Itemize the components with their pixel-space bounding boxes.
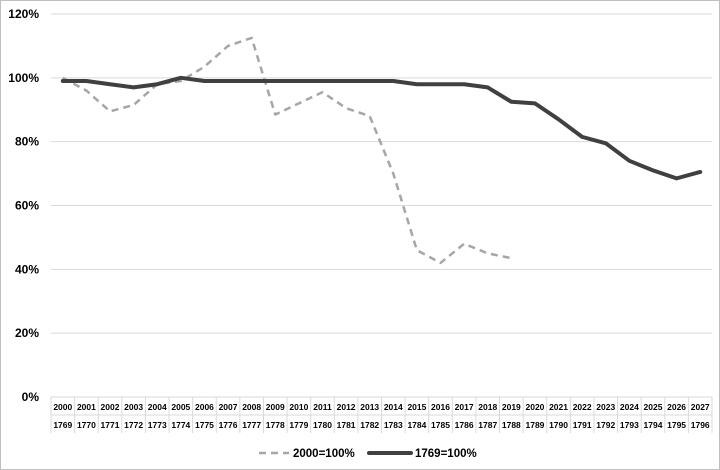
x-tick-label-top: 2016 — [431, 402, 450, 412]
x-tick-label-bottom: 1776 — [219, 420, 238, 430]
y-tick-label: 20% — [15, 326, 39, 340]
x-tick-label-bottom: 1781 — [337, 420, 356, 430]
x-tick-label-top: 2009 — [266, 402, 285, 412]
x-tick-label-bottom: 1788 — [502, 420, 521, 430]
x-tick-label-top: 2001 — [77, 402, 96, 412]
legend-label-0: 2000=100% — [293, 448, 355, 460]
y-tick-label: 40% — [15, 262, 39, 276]
x-tick-label-top: 2013 — [360, 402, 379, 412]
x-tick-label-bottom: 1790 — [549, 420, 568, 430]
x-tick-label-top: 2018 — [478, 402, 497, 412]
x-tick-label-top: 2010 — [289, 402, 308, 412]
x-tick-label-top: 2020 — [525, 402, 544, 412]
x-tick-label-bottom: 1789 — [525, 420, 544, 430]
x-tick-label-bottom: 1780 — [313, 420, 332, 430]
legend-label-1: 1769=100% — [415, 448, 477, 460]
x-tick-label-bottom: 1792 — [596, 420, 615, 430]
x-tick-label-bottom: 1775 — [195, 420, 214, 430]
series-line-0 — [62, 36, 512, 265]
x-tick-label-top: 2004 — [148, 402, 167, 412]
x-tick-label-top: 2024 — [620, 402, 639, 412]
x-tick-label-top: 2008 — [242, 402, 261, 412]
x-tick-label-top: 2014 — [384, 402, 403, 412]
series-line-1 — [60, 75, 703, 181]
x-tick-label-top: 2017 — [455, 402, 474, 412]
x-tick-label-bottom: 1783 — [384, 420, 403, 430]
x-tick-label-top: 2019 — [502, 402, 521, 412]
x-tick-label-bottom: 1791 — [573, 420, 592, 430]
x-tick-label-bottom: 1796 — [691, 420, 710, 430]
x-tick-label-bottom: 1786 — [455, 420, 474, 430]
x-tick-label-bottom: 1772 — [124, 420, 143, 430]
x-tick-label-bottom: 1784 — [407, 420, 426, 430]
x-tick-label-top: 2002 — [101, 402, 120, 412]
x-tick-label-top: 2000 — [53, 402, 72, 412]
y-tick-label: 120% — [8, 7, 39, 21]
x-tick-label-top: 2027 — [691, 402, 710, 412]
x-tick-label-bottom: 1787 — [478, 420, 497, 430]
x-tick-label-bottom: 1773 — [148, 420, 167, 430]
x-tick-label-top: 2021 — [549, 402, 568, 412]
x-tick-label-top: 2023 — [596, 402, 615, 412]
x-tick-label-top: 2022 — [573, 402, 592, 412]
y-tick-label: 100% — [8, 71, 39, 85]
x-tick-label-bottom: 1793 — [620, 420, 639, 430]
x-tick-label-top: 2025 — [644, 402, 663, 412]
x-tick-label-bottom: 1782 — [360, 420, 379, 430]
y-tick-label: 0% — [22, 390, 40, 404]
x-tick-label-top: 2006 — [195, 402, 214, 412]
x-tick-label-top: 2005 — [171, 402, 190, 412]
x-tick-label-top: 2007 — [219, 402, 238, 412]
x-tick-label-bottom: 1777 — [242, 420, 261, 430]
y-tick-label: 80% — [15, 135, 39, 149]
x-tick-label-top: 2011 — [313, 402, 332, 412]
x-tick-label-bottom: 1794 — [644, 420, 663, 430]
y-tick-label: 60% — [15, 199, 39, 213]
x-tick-label-top: 2003 — [124, 402, 143, 412]
x-tick-label-bottom: 1774 — [171, 420, 190, 430]
x-tick-label-bottom: 1771 — [101, 420, 120, 430]
x-tick-label-top: 2026 — [667, 402, 686, 412]
x-tick-label-bottom: 1770 — [77, 420, 96, 430]
x-tick-label-bottom: 1778 — [266, 420, 285, 430]
x-tick-label-top: 2012 — [337, 402, 356, 412]
x-tick-label-bottom: 1795 — [667, 420, 686, 430]
x-tick-label-bottom: 1785 — [431, 420, 450, 430]
x-tick-label-bottom: 1779 — [289, 420, 308, 430]
x-tick-label-bottom: 1769 — [53, 420, 72, 430]
x-tick-label-top: 2015 — [407, 402, 426, 412]
